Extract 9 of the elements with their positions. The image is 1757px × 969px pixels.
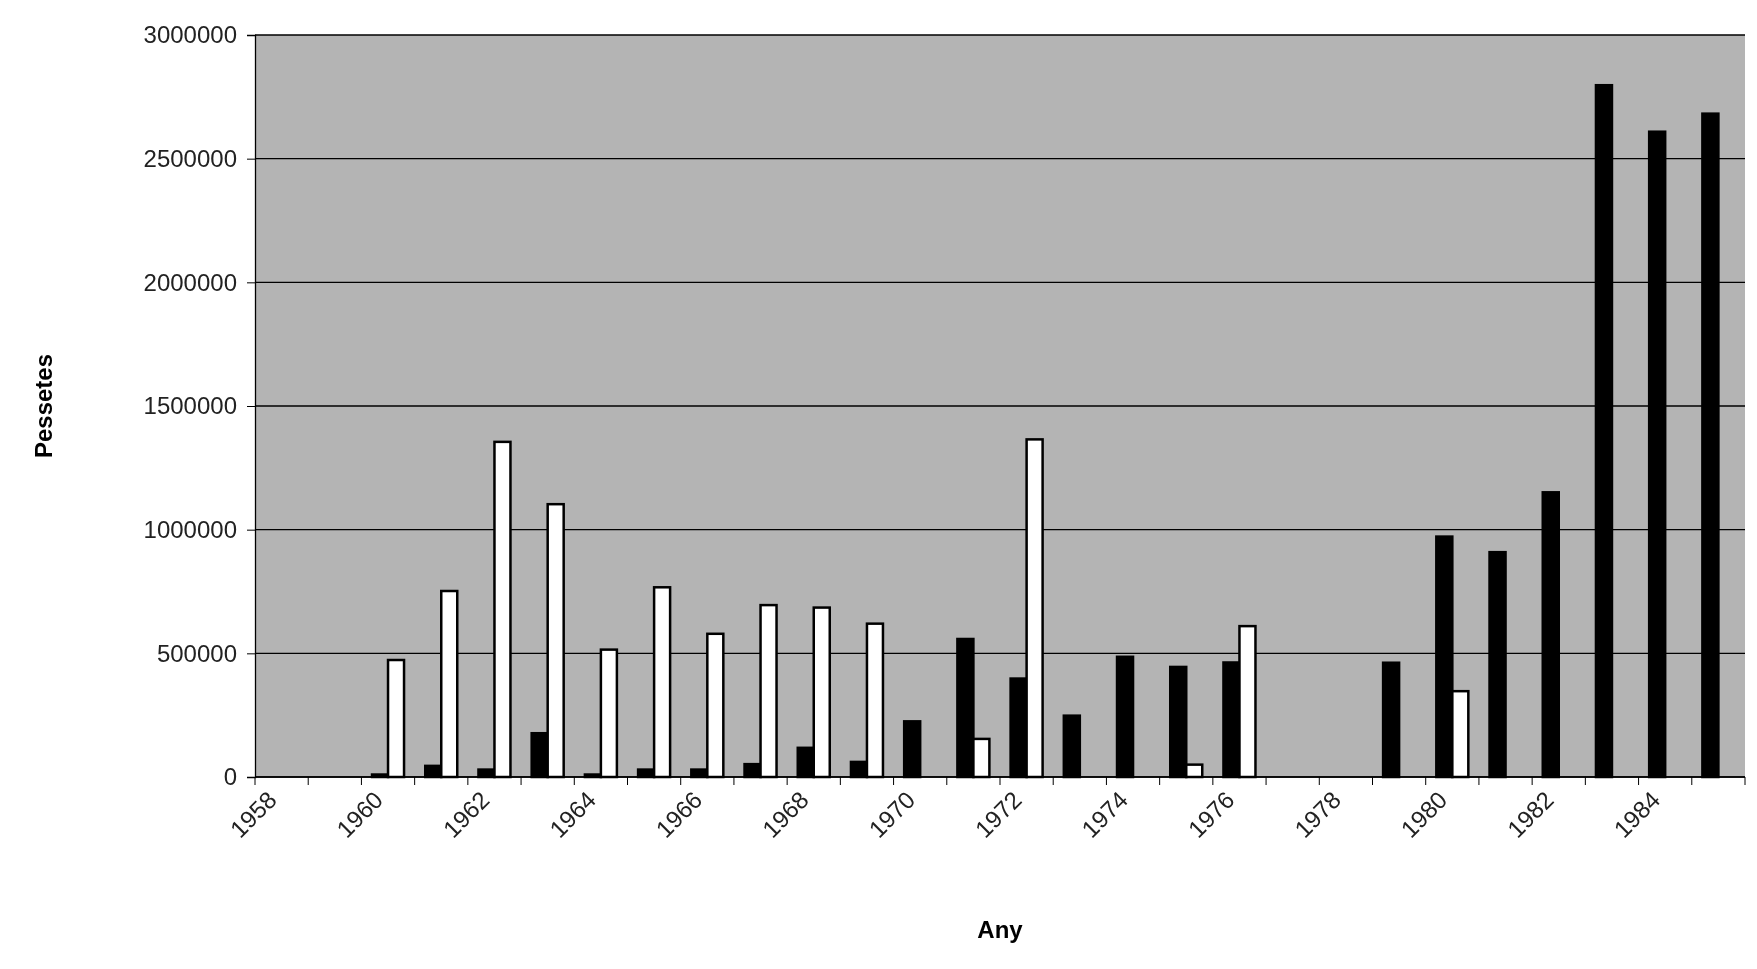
x-axis-title: Any [977,916,1024,943]
y-tick-label: 3000000 [143,21,237,49]
y-tick-label: 2000000 [143,268,237,296]
y-tick-label: 500000 [156,639,237,667]
y-tick-label: 1000000 [143,515,237,543]
y-axis-title: Pessetes [30,353,57,459]
y-tick-label: 1500000 [143,392,237,420]
y-tick-label: 0 [223,763,237,791]
y-tick-label: 2500000 [143,144,237,172]
